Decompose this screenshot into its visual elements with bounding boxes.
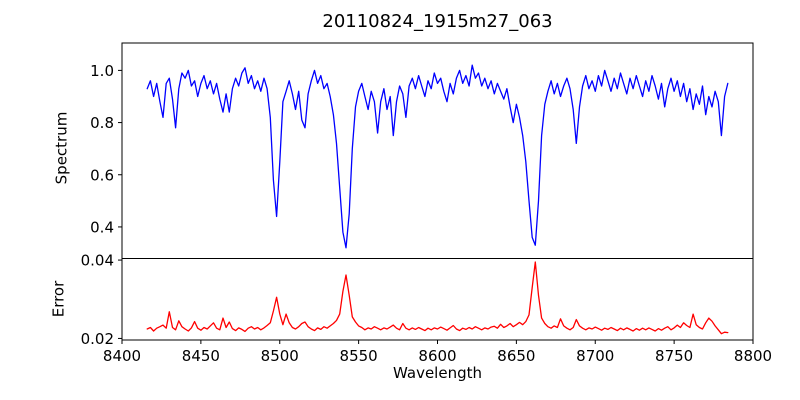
spectrum-series-line bbox=[146, 64, 729, 249]
y-tick-label: 0.04 bbox=[81, 252, 114, 270]
y-tick-label: 0.02 bbox=[81, 330, 114, 348]
spectrum-panel-border bbox=[121, 42, 754, 259]
chart-title: 20110824_1915m27_063 bbox=[322, 11, 553, 32]
y-tick-label: 0.4 bbox=[90, 218, 114, 236]
x-tick-label: 8700 bbox=[576, 347, 614, 365]
spectrum-y-axis-label: Spectrum bbox=[52, 111, 71, 185]
x-tick-label: 8550 bbox=[340, 347, 378, 365]
x-tick-label: 8500 bbox=[261, 347, 299, 365]
y-tick-label: 1.0 bbox=[90, 62, 114, 80]
x-tick-label: 8650 bbox=[497, 347, 535, 365]
x-tick-label: 8600 bbox=[418, 347, 456, 365]
x-tick-label: 8750 bbox=[655, 347, 693, 365]
wavelength-x-axis-label: Wavelength bbox=[393, 364, 482, 382]
x-tick-label: 8400 bbox=[103, 347, 141, 365]
error-series-line bbox=[146, 261, 729, 335]
x-tick-label: 8450 bbox=[182, 347, 220, 365]
x-tick-label: 8800 bbox=[734, 347, 772, 365]
error-y-axis-label: Error bbox=[49, 280, 68, 318]
y-tick-label: 0.8 bbox=[90, 114, 114, 132]
y-tick-label: 0.6 bbox=[90, 166, 114, 184]
